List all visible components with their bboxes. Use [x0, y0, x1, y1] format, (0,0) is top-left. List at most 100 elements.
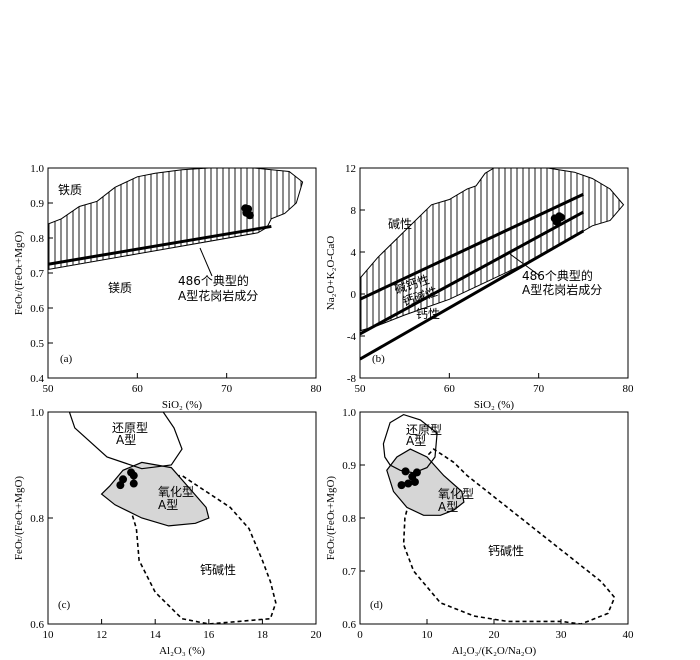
y-tick-label: 0.9 — [30, 198, 44, 210]
panel-label: (a) — [60, 353, 73, 365]
x-axis-label: SiO₂ (%) — [162, 399, 203, 411]
oxidized-field-label: A型 — [158, 498, 178, 512]
y-tick-label: 0.8 — [30, 233, 44, 245]
region-label: 钙性 — [416, 307, 440, 321]
region-label: 铁质 — [58, 183, 82, 197]
a-type-granite-field — [360, 168, 625, 332]
data-point — [552, 217, 561, 226]
x-axis-label: Al₂O₃/(K₂O/Na₂O) — [452, 645, 537, 657]
y-tick-label: 8 — [351, 205, 357, 217]
y-tick-label: 0.7 — [30, 268, 44, 280]
y-tick-label: -4 — [347, 331, 357, 343]
x-tick-label: 10 — [43, 629, 55, 641]
y-axis-label: FeOₜ/(FeOₜ+MgO) — [13, 476, 25, 561]
y-tick-label: 0.7 — [342, 566, 356, 578]
reduced-field-label: 还原型 — [112, 421, 148, 435]
data-point — [129, 471, 138, 480]
y-tick-label: 0.6 — [30, 303, 44, 315]
panel-label: (b) — [372, 353, 385, 365]
field-leader-line — [509, 253, 541, 277]
field-label: 486个典型的 — [178, 273, 249, 288]
x-tick-label: 60 — [132, 383, 144, 395]
y-tick-label: 12 — [345, 163, 356, 175]
field-label: A型花岗岩成分 — [522, 282, 602, 297]
x-tick-label: 20 — [311, 629, 323, 641]
y-tick-label: 0.4 — [30, 373, 44, 385]
y-tick-label: 0 — [351, 289, 357, 301]
field-label: A型花岗岩成分 — [178, 288, 258, 303]
x-tick-label: 10 — [422, 629, 434, 641]
oxidized-field-label: A型 — [438, 500, 458, 514]
x-tick-label: 70 — [221, 383, 233, 395]
oxidized-field-label: 氧化型 — [158, 485, 194, 499]
chart-panel-1 — [47, 167, 317, 379]
x-tick-label: 12 — [96, 629, 107, 641]
x-tick-label: 50 — [43, 383, 55, 395]
field-label: 486个典型的 — [522, 268, 593, 283]
region-label: 碱性 — [388, 217, 412, 231]
y-tick-label: 4 — [351, 247, 357, 259]
panel-label: (c) — [58, 599, 71, 611]
x-tick-label: 20 — [489, 629, 501, 641]
a-type-granite-field — [48, 168, 304, 271]
alkali-boundary-line-1 — [360, 192, 584, 301]
x-tick-label: 14 — [150, 629, 162, 641]
calc-alkaline-field — [119, 474, 277, 624]
data-point — [410, 477, 419, 486]
ferroan-magnesian-boundary — [48, 224, 272, 266]
reduced-field-label: A型 — [116, 433, 136, 447]
oxidized-a-type-field — [100, 461, 210, 527]
y-axis-label: FeOₜ/(FeOₜ+MgO) — [325, 476, 337, 561]
x-tick-label: 70 — [533, 383, 545, 395]
x-tick-label: 80 — [311, 383, 323, 395]
reduced-field-label: 还原型 — [406, 423, 442, 437]
calc-alkaline-label: 钙碱性 — [488, 544, 524, 558]
data-point — [243, 206, 252, 215]
x-axis-label: SiO₂ (%) — [474, 399, 515, 411]
reduced-a-type-field — [382, 413, 438, 474]
y-tick-label: 0.8 — [342, 513, 356, 525]
data-point — [116, 481, 125, 490]
data-point — [129, 479, 138, 488]
data-point — [404, 479, 413, 488]
alkali-boundary-line-2 — [360, 210, 585, 336]
y-tick-label: 1.0 — [342, 407, 356, 419]
x-tick-label: 80 — [623, 383, 635, 395]
calc-alkaline-field — [402, 448, 616, 624]
plot-frame — [359, 167, 629, 379]
chart-panel-3 — [47, 411, 317, 625]
x-tick-label: 60 — [444, 383, 456, 395]
y-axis-label: FeOₜ/(FeOₜ+MgO) — [13, 231, 25, 316]
y-axis-label: Na₂O+K₂O-CaO — [325, 236, 337, 310]
y-tick-label: 0.6 — [342, 619, 356, 631]
reduced-a-type-field — [68, 412, 183, 470]
y-tick-label: 0.9 — [342, 460, 356, 472]
x-axis-label: Al₂O₃ (%) — [159, 645, 205, 657]
x-tick-label: 16 — [203, 629, 215, 641]
y-tick-label: 0.8 — [30, 513, 44, 525]
chart-panel-4 — [359, 411, 629, 625]
y-tick-label: 1.0 — [30, 407, 44, 419]
oxidized-a-type-field — [386, 448, 465, 516]
x-tick-label: 0 — [357, 629, 363, 641]
x-tick-label: 50 — [355, 383, 367, 395]
y-tick-label: 0.6 — [30, 619, 44, 631]
y-tick-label: -8 — [347, 373, 357, 385]
x-tick-label: 40 — [623, 629, 635, 641]
x-tick-label: 18 — [257, 629, 269, 641]
data-point — [397, 481, 406, 490]
data-point — [401, 467, 410, 476]
plot-frame — [359, 411, 629, 625]
oxidized-field-label: 氧化型 — [438, 487, 474, 501]
x-tick-label: 30 — [556, 629, 568, 641]
y-tick-label: 0.5 — [30, 338, 44, 350]
field-leader-line — [199, 247, 213, 277]
alkali-boundary-line-3 — [360, 229, 585, 361]
y-tick-label: 1.0 — [30, 163, 44, 175]
reduced-field-label: A型 — [406, 434, 426, 448]
panel-label: (d) — [370, 599, 383, 611]
calc-alkaline-label: 钙碱性 — [200, 563, 236, 577]
region-label: 镁质 — [108, 281, 132, 295]
chart-panel-2 — [359, 167, 629, 379]
